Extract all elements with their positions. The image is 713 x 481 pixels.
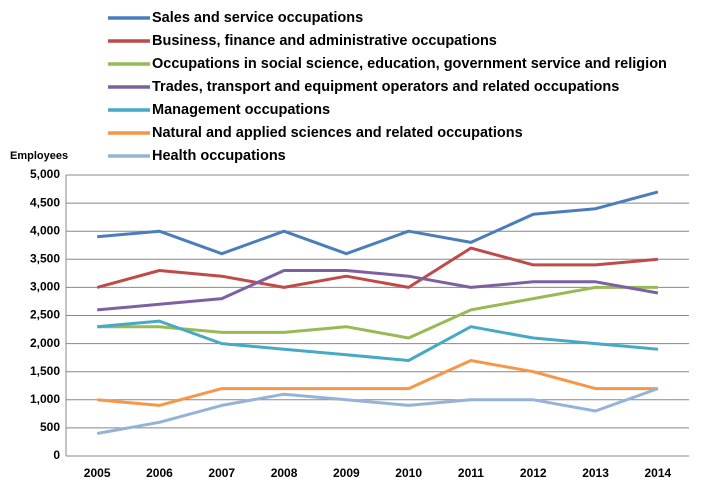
y-tick-label: 5,000 bbox=[30, 167, 60, 181]
legend-label: Management occupations bbox=[152, 102, 330, 118]
y-tick-label: 1,500 bbox=[30, 364, 60, 378]
x-tick-label: 2010 bbox=[395, 466, 422, 480]
x-tick-label: 2011 bbox=[458, 466, 484, 480]
x-tick-label: 2005 bbox=[84, 466, 111, 480]
legend-label: Occupations in social science, education… bbox=[152, 56, 667, 72]
series-line bbox=[97, 269, 659, 312]
series-line bbox=[96, 246, 659, 289]
y-axis-label: Employees bbox=[10, 150, 68, 162]
series-line bbox=[97, 190, 659, 256]
legend-label: Natural and applied sciences and related… bbox=[152, 125, 523, 141]
y-tick-label: 2,500 bbox=[30, 308, 60, 322]
x-tick-label: 2006 bbox=[146, 466, 173, 480]
y-tick-label: 3,000 bbox=[30, 280, 60, 294]
x-tick-label: 2008 bbox=[271, 466, 298, 480]
series-line bbox=[96, 387, 659, 435]
legend-label: Sales and service occupations bbox=[152, 10, 363, 26]
legend-label: Health occupations bbox=[152, 148, 286, 164]
legend-label: Business, finance and administrative occ… bbox=[152, 33, 497, 49]
y-tick-label: 4,500 bbox=[30, 195, 60, 209]
x-tick-label: 2014 bbox=[644, 466, 671, 480]
y-tick-label: 4,000 bbox=[30, 223, 60, 237]
series-line bbox=[97, 285, 658, 340]
y-tick-label: 500 bbox=[40, 420, 60, 434]
legend-label: Trades, transport and equipment operator… bbox=[152, 79, 619, 95]
series-line bbox=[97, 319, 659, 362]
x-tick-label: 2009 bbox=[333, 466, 360, 480]
y-tick-label: 2,000 bbox=[30, 336, 60, 350]
x-tick-label: 2007 bbox=[208, 466, 235, 480]
y-tick-label: 3,500 bbox=[30, 251, 60, 265]
y-tick-label: 1,000 bbox=[30, 392, 60, 406]
series-line bbox=[97, 359, 658, 407]
y-tick-label: 0 bbox=[53, 448, 60, 462]
x-tick-label: 2013 bbox=[582, 466, 609, 480]
x-tick-label: 2012 bbox=[520, 466, 547, 480]
